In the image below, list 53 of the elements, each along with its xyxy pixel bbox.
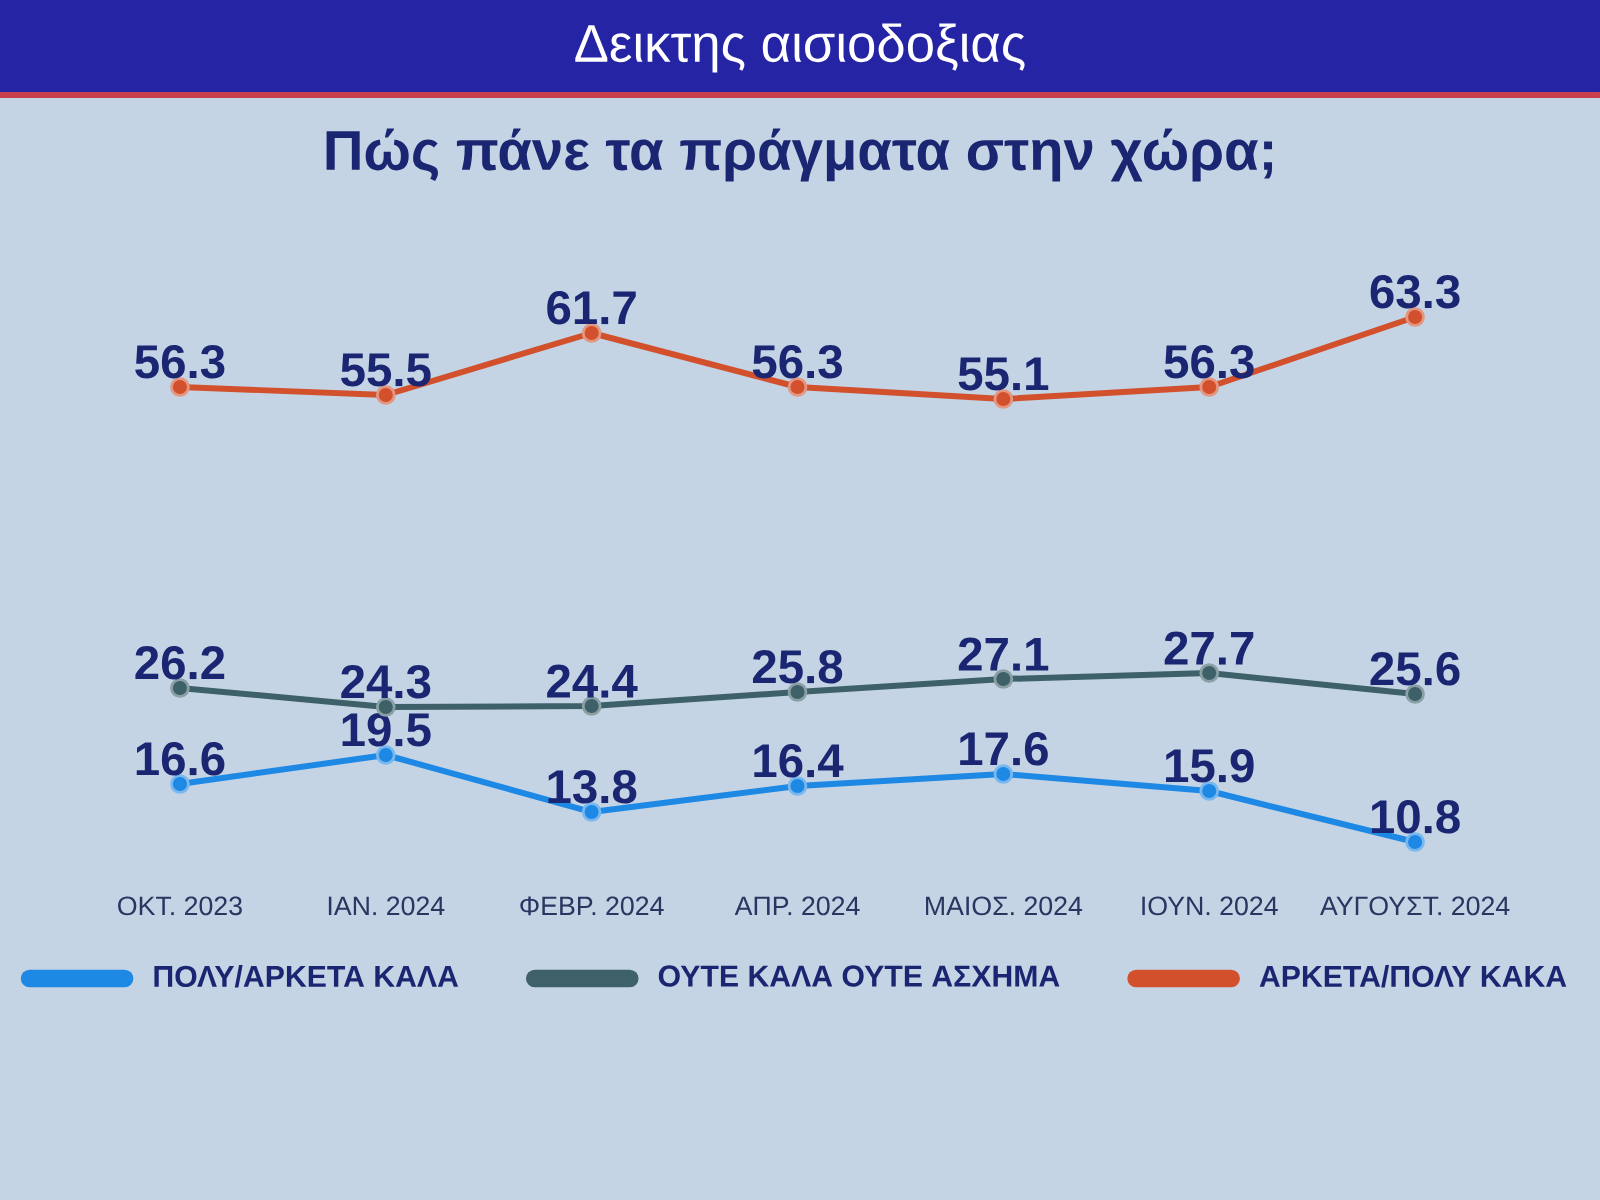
point xyxy=(1405,832,1425,852)
point xyxy=(993,764,1014,784)
data-label: 17.6 xyxy=(960,731,1048,766)
data-label: 56.3 xyxy=(752,344,842,379)
point xyxy=(787,682,808,702)
data-label: 10.8 xyxy=(1371,799,1460,834)
data-label: 27.1 xyxy=(958,637,1049,671)
point xyxy=(993,669,1014,689)
point xyxy=(581,696,602,716)
x-tick-label: ΙΟΥΝ. 2024 xyxy=(1142,896,1278,916)
x-tick-label: ΦΕΒΡ. 2024 xyxy=(520,896,664,916)
point xyxy=(170,377,190,397)
chart-subtitle: Πώς πάνε τα πράγματα στην χώρα; xyxy=(326,128,1273,182)
legend-label: ΟΥΤΕ ΚΑΛΑ ΟΥΤΕ ΑΣΧΗΜΑ xyxy=(658,965,1060,987)
x-tick-label: ΑΠΡ. 2024 xyxy=(734,896,860,916)
data-label: 56.3 xyxy=(1164,344,1254,379)
point xyxy=(1405,307,1425,327)
point xyxy=(375,385,396,405)
data-label: 61.7 xyxy=(547,290,636,325)
data-label: 55.1 xyxy=(958,357,1049,391)
x-tick-label: ΟΚΤ. 2023 xyxy=(118,896,242,916)
data-label: 24.4 xyxy=(547,664,638,698)
data-label: 15.9 xyxy=(1166,748,1254,783)
point xyxy=(581,802,602,822)
point xyxy=(1405,684,1425,704)
data-label: 16.6 xyxy=(136,741,225,776)
data-label: 63.3 xyxy=(1370,274,1460,309)
data-label: 56.3 xyxy=(135,344,225,379)
point xyxy=(375,745,396,765)
data-label: 16.4 xyxy=(754,743,844,778)
data-label: 25.8 xyxy=(752,649,843,684)
legend-label: ΠΟΛΥ/ΑΡΚΕΤΑ ΚΑΛΑ xyxy=(154,964,459,988)
data-label: 27.7 xyxy=(1164,631,1254,665)
point xyxy=(1199,781,1220,801)
point xyxy=(1199,377,1220,397)
data-label: 55.5 xyxy=(341,353,431,387)
data-label: 26.2 xyxy=(135,645,225,680)
data-label: 19.5 xyxy=(342,712,431,747)
point xyxy=(170,774,190,794)
point xyxy=(787,377,808,397)
point xyxy=(1199,663,1220,683)
x-tick-label: ΙΑΝ. 2024 xyxy=(328,896,445,916)
x-tick-label: ΑΥΓΟΥΣΤ. 2024 xyxy=(1320,896,1510,916)
point xyxy=(581,323,602,343)
data-label: 25.6 xyxy=(1370,651,1460,686)
data-label: 24.3 xyxy=(341,664,431,699)
point xyxy=(787,776,808,796)
point xyxy=(993,389,1014,409)
data-label: 13.8 xyxy=(548,769,637,804)
point xyxy=(170,678,190,698)
legend-label: ΑΡΚΕΤΑ/ΠΟΛΥ ΚΑΚΑ xyxy=(1259,964,1567,988)
chart-title: Δεικτης αισιοδοξιας xyxy=(575,23,1025,73)
x-tick-label: ΜΑΙΟΣ. 2024 xyxy=(926,896,1083,916)
